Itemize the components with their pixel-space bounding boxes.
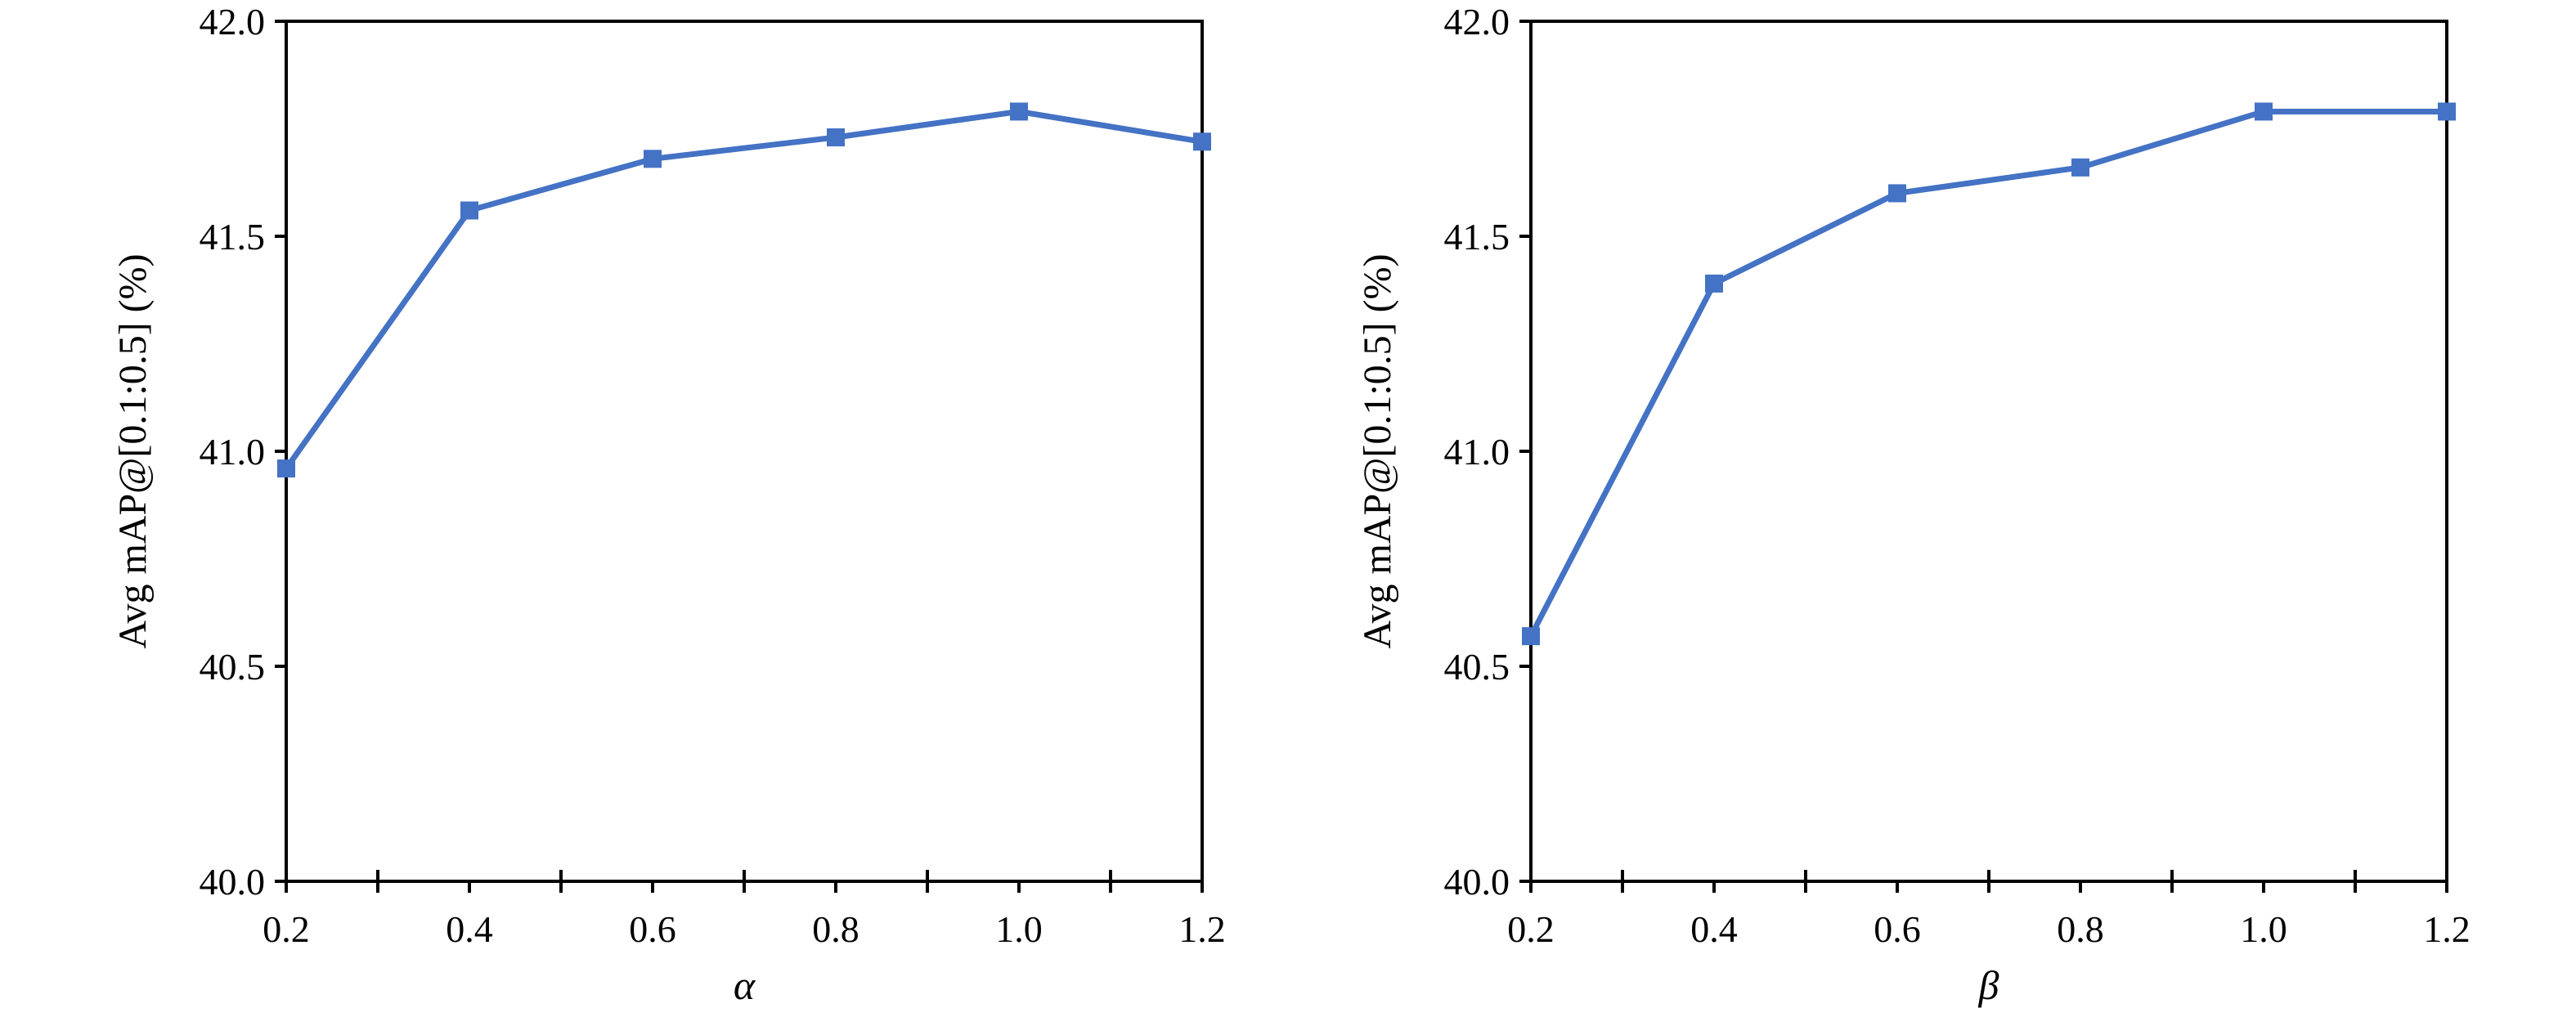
y-tick-label: 40.5 bbox=[200, 646, 266, 688]
y-tick-label: 40.5 bbox=[1444, 646, 1510, 688]
x-tick-label: 1.2 bbox=[1178, 908, 1226, 950]
x-tick-label: 1.2 bbox=[2423, 908, 2471, 950]
chart-alpha: 40.0 40.5 41.0 41.5 42.0 0.2 0.4 0.6 0.8 1.0 1.2 α A… bbox=[111, 1, 1226, 1008]
y-tick-label: 40.0 bbox=[1444, 861, 1510, 903]
data-point bbox=[1888, 184, 1906, 203]
data-point bbox=[827, 128, 845, 147]
series-line bbox=[1528, 108, 2447, 638]
x-axis-label: α bbox=[734, 962, 756, 1008]
data-point bbox=[460, 201, 478, 220]
y-tick-label: 42.0 bbox=[200, 1, 266, 43]
x-axis-label: β bbox=[1978, 962, 1999, 1008]
chart-beta: 40.0 40.5 41.0 41.5 42.0 0.2 0.4 0.6 0.8 1.0 1.2 β A… bbox=[1356, 1, 2471, 1008]
data-point bbox=[1705, 274, 1723, 293]
data-point bbox=[1522, 627, 1540, 646]
x-tick-label: 1.0 bbox=[995, 908, 1043, 950]
x-tick-label: 0.2 bbox=[1507, 908, 1555, 950]
data-point bbox=[1010, 102, 1028, 121]
x-tick-label: 0.6 bbox=[629, 908, 676, 950]
data-point bbox=[644, 150, 662, 168]
data-point bbox=[2438, 102, 2456, 121]
data-point bbox=[2071, 158, 2089, 177]
plot-frame bbox=[1529, 20, 2448, 883]
x-tick-label: 0.4 bbox=[446, 908, 493, 950]
x-tick-label: 0.6 bbox=[1874, 908, 1921, 950]
x-tick-label: 0.8 bbox=[2057, 908, 2104, 950]
y-tick-label: 41.5 bbox=[200, 216, 266, 258]
y-tick-label: 41.5 bbox=[1444, 216, 1510, 258]
data-point bbox=[2255, 102, 2273, 121]
x-tick-label: 1.0 bbox=[2240, 908, 2287, 950]
data-point bbox=[1193, 132, 1211, 151]
x-tick-label: 0.2 bbox=[263, 908, 310, 950]
x-tick-label: 0.8 bbox=[812, 908, 859, 950]
y-tick-label: 41.0 bbox=[1444, 431, 1510, 473]
y-tick-label: 41.0 bbox=[200, 431, 266, 473]
y-axis-label: Avg mAP@[0.1:0.5] (%) bbox=[1356, 253, 1399, 648]
y-tick-label: 40.0 bbox=[200, 861, 266, 903]
y-axis-label: Avg mAP@[0.1:0.5] (%) bbox=[111, 253, 155, 648]
y-tick-label: 42.0 bbox=[1444, 1, 1510, 43]
x-tick-label: 0.4 bbox=[1690, 908, 1738, 950]
series-line bbox=[284, 108, 1203, 471]
data-point bbox=[277, 459, 295, 478]
